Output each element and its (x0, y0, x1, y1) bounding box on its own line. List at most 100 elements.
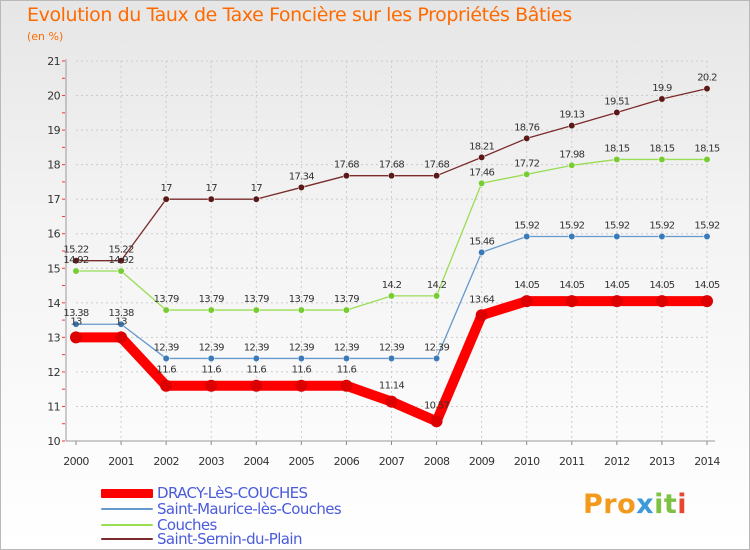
data-point (342, 172, 350, 180)
legend-label-saint-sernin: Saint-Sernin-du-Plain (157, 530, 302, 548)
data-point (388, 292, 395, 300)
data-point (72, 320, 80, 328)
y-tick-label: 15 (47, 262, 60, 275)
data-point (703, 85, 711, 93)
data-label: 12.39 (244, 342, 269, 353)
data-label: 11.14 (379, 381, 404, 392)
data-label: 14.05 (649, 280, 674, 291)
data-label: 13.64 (469, 294, 494, 305)
data-point (568, 233, 576, 240)
data-label: 15.22 (109, 245, 134, 256)
data-label: 15.46 (469, 236, 494, 247)
data-label: 13.79 (244, 294, 269, 305)
data-label: 18.15 (694, 143, 719, 154)
y-tick-label: 16 (47, 228, 60, 241)
legend-swatch-saint-maurice (101, 508, 153, 510)
data-label: 11.6 (247, 365, 267, 376)
data-label: 14.05 (559, 280, 584, 291)
data-point (478, 248, 486, 256)
x-tick-label: 2008 (424, 455, 450, 468)
data-point (72, 267, 80, 275)
data-label: 15.92 (559, 220, 584, 231)
data-label: 13 (115, 316, 127, 327)
y-tick-label: 19 (47, 124, 60, 137)
data-point (205, 379, 218, 392)
data-label: 10.57 (424, 400, 449, 411)
data-point (610, 295, 623, 308)
y-tick-label: 14 (47, 297, 60, 310)
proxiti-logo: Proxiti (583, 489, 688, 520)
data-point (613, 156, 621, 163)
data-point (565, 295, 578, 308)
data-label: 15.92 (514, 220, 539, 231)
y-tick-label: 20 (47, 90, 60, 103)
data-point (295, 379, 308, 392)
x-tick-label: 2006 (334, 455, 360, 468)
legend-item-couches: Couches (101, 516, 217, 534)
data-point (478, 153, 486, 161)
data-label: 17 (251, 183, 263, 194)
legend-label-saint-maurice: Saint-Maurice-lès-Couches (157, 500, 342, 518)
data-label: 17.68 (379, 160, 404, 171)
data-point (703, 156, 711, 163)
y-tick-label: 17 (47, 193, 60, 206)
data-label: 18.15 (649, 143, 674, 154)
y-tick-label: 13 (47, 331, 60, 344)
data-label: 17 (160, 183, 172, 194)
data-point (117, 267, 125, 275)
data-label: 12.39 (379, 342, 404, 353)
data-label: 14.92 (63, 255, 88, 266)
data-point (297, 354, 305, 362)
data-label: 18.21 (469, 141, 494, 152)
data-label: 17.68 (424, 160, 449, 171)
data-point (252, 354, 260, 362)
data-label: 17.72 (514, 158, 539, 169)
x-tick-label: 2012 (604, 455, 630, 468)
data-label: 11.6 (292, 365, 312, 376)
legend-label-dracy: DRACY-LèS-COUCHES (157, 484, 308, 502)
x-tick-label: 2002 (153, 455, 179, 468)
x-tick-label: 2007 (379, 455, 405, 468)
data-label: 18.76 (514, 122, 539, 133)
data-point (252, 306, 260, 314)
data-point (207, 306, 215, 314)
chart-unit: (en %) (27, 30, 64, 43)
data-label: 13.79 (199, 294, 224, 305)
data-label: 12.39 (289, 342, 314, 353)
legend-swatch-dracy (101, 488, 153, 498)
data-label: 14.2 (427, 280, 447, 291)
data-point (523, 134, 531, 142)
data-point (385, 395, 398, 408)
data-point (207, 195, 215, 203)
data-label: 13.38 (63, 308, 88, 319)
data-label: 19.51 (604, 96, 629, 107)
x-tick-label: 2000 (63, 455, 89, 468)
data-point (430, 415, 443, 428)
data-label: 14.2 (382, 280, 402, 291)
data-label: 11.6 (201, 365, 221, 376)
legend-swatch-couches (101, 524, 153, 526)
data-point (297, 306, 305, 314)
data-point (433, 292, 441, 300)
data-point (162, 195, 170, 203)
data-point (250, 379, 263, 392)
data-point (520, 295, 533, 308)
data-label: 15.92 (604, 220, 629, 231)
data-label: 19.9 (652, 83, 672, 94)
data-label: 13.79 (289, 294, 314, 305)
y-tick-label: 12 (47, 366, 60, 379)
data-label: 17 (206, 183, 218, 194)
data-label: 12.39 (424, 342, 449, 353)
data-point (613, 109, 621, 116)
data-label: 12.39 (334, 342, 359, 353)
data-point (160, 379, 173, 392)
data-label: 14.05 (694, 280, 719, 291)
data-label: 11.6 (337, 365, 357, 376)
data-label: 15.92 (649, 220, 674, 231)
data-point (388, 354, 395, 362)
data-label: 17.68 (334, 160, 359, 171)
data-point (117, 257, 125, 265)
y-tick-label: 18 (47, 159, 60, 172)
